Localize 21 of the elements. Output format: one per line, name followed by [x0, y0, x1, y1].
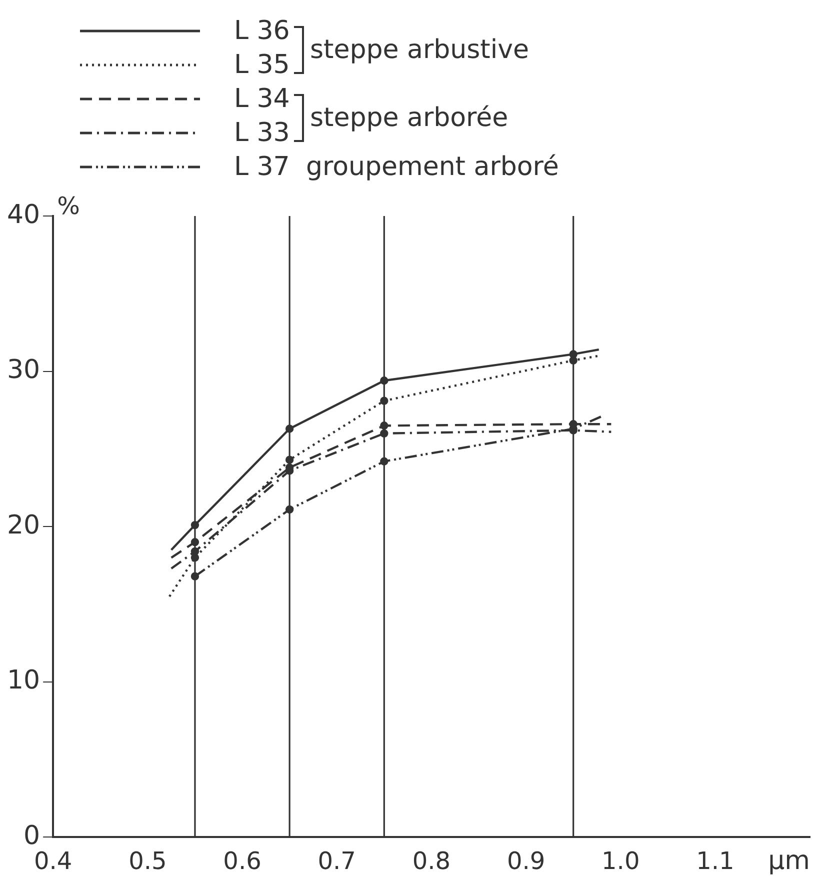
x-tick-label: 1.1: [696, 846, 734, 875]
legend-label: L 35: [234, 50, 290, 80]
text: groupement arboré: [306, 152, 559, 182]
legend-label: L 34: [234, 84, 290, 114]
y-tick-label: 30: [6, 355, 40, 386]
text: steppe arborée: [310, 103, 508, 133]
x-tick-label: 0.6: [223, 846, 262, 875]
legend-label: L 33: [234, 118, 290, 148]
y-axis-title: %: [57, 192, 80, 220]
x-tick-label: 0.9: [506, 846, 546, 875]
text: steppe arbustive: [310, 35, 529, 65]
y-tick-label: 10: [6, 666, 40, 696]
y-tick-label: 20: [6, 510, 40, 540]
x-tick-label: 0.7: [318, 846, 356, 875]
x-tick-label: 0.5: [128, 846, 167, 875]
x-axis-title: µm: [768, 846, 810, 876]
legend-label: L 36: [234, 16, 290, 46]
legend-label: L 37: [234, 152, 290, 182]
x-tick-label: 1.0: [602, 846, 640, 875]
x-tick-label: 0.8: [412, 846, 451, 875]
y-tick-label: 40: [6, 200, 40, 230]
